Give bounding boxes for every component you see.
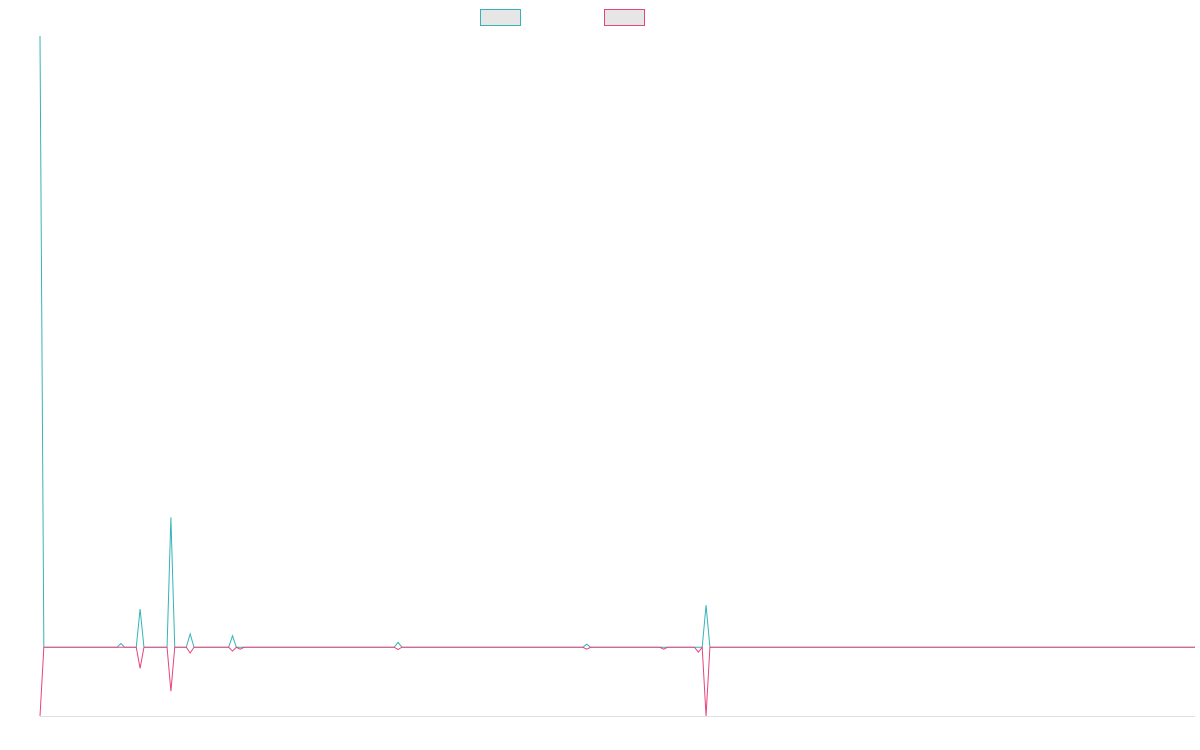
legend-swatch-1	[480, 9, 521, 26]
legend	[480, 9, 645, 26]
plot-area	[39, 35, 1195, 717]
legend-swatch-2	[604, 9, 645, 26]
series-line-1	[39, 35, 1195, 648]
series-line-2	[39, 645, 1195, 717]
